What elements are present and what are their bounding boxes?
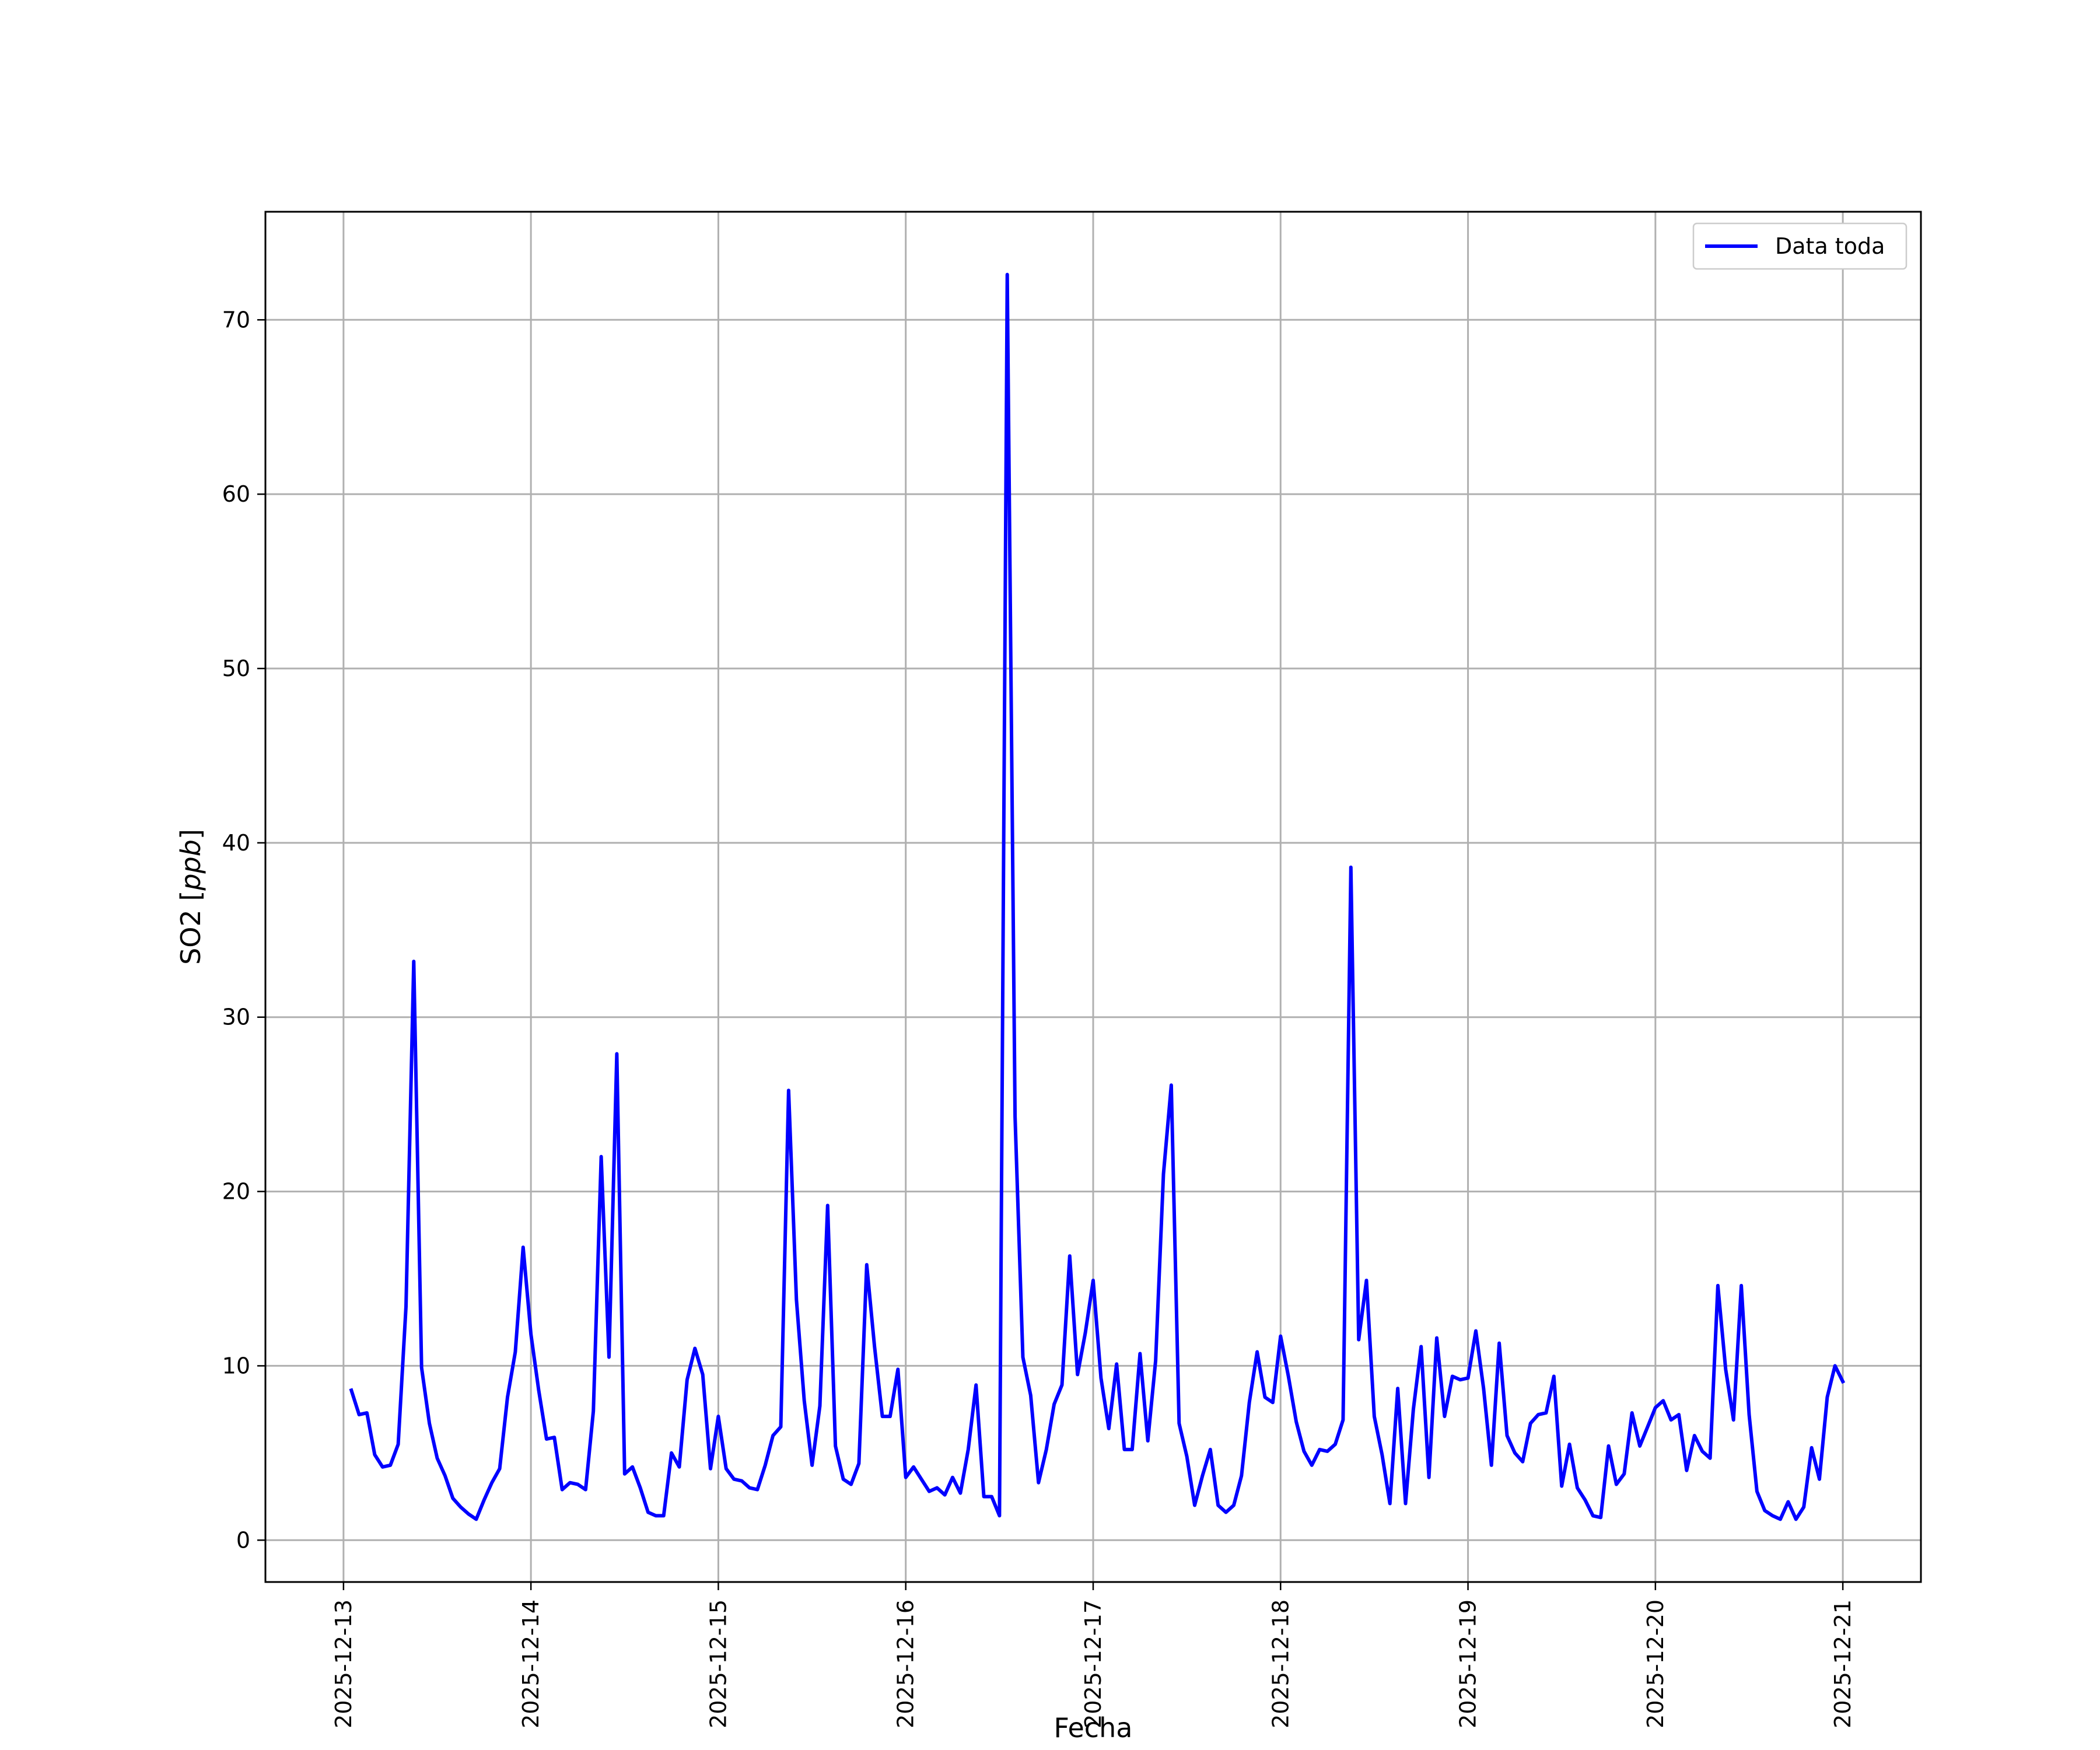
y-tick-label: 10 bbox=[222, 1353, 250, 1378]
y-tick-label: 30 bbox=[222, 1005, 250, 1030]
x-tick-label: 2025-12-14 bbox=[518, 1600, 544, 1728]
x-tick-label: 2025-12-15 bbox=[705, 1600, 731, 1728]
y-axis-ticks: 0 10 20 30 40 50 60 70 bbox=[222, 307, 265, 1553]
y-axis-label: SO2 [ppb] bbox=[175, 829, 206, 965]
legend-box bbox=[1692, 222, 1908, 270]
x-axis-label: Fecha bbox=[1054, 1712, 1133, 1744]
series-line bbox=[349, 272, 1846, 1521]
y-tick-label: 50 bbox=[222, 656, 250, 681]
y-tick-label: 60 bbox=[222, 481, 250, 507]
x-tick-label: 2025-12-13 bbox=[331, 1600, 356, 1728]
y-tick-label: 40 bbox=[222, 830, 250, 856]
y-axis-label-unit: ppb bbox=[175, 839, 206, 891]
x-axis-ticks: 2025-12-13 2025-12-14 2025-12-15 2025-12-16… bbox=[331, 1582, 1856, 1728]
y-axis-label-close: ] bbox=[175, 829, 206, 839]
x-tick-label: 2025-12-19 bbox=[1455, 1600, 1481, 1728]
y-axis-label-main: SO2 [ bbox=[175, 891, 206, 965]
x-tick-label: 2025-12-20 bbox=[1643, 1600, 1668, 1728]
x-tick-label: 2025-12-16 bbox=[893, 1600, 919, 1728]
x-tick-label: 2025-12-17 bbox=[1080, 1600, 1106, 1728]
x-tick-label: 2025-12-18 bbox=[1268, 1600, 1293, 1728]
series-layer bbox=[349, 272, 1846, 1521]
y-tick-label: 20 bbox=[222, 1179, 250, 1205]
y-tick-label: 0 bbox=[236, 1527, 250, 1553]
legend-label: Data toda bbox=[1775, 233, 1885, 259]
y-tick-label: 70 bbox=[222, 307, 250, 332]
grid bbox=[265, 212, 1921, 1582]
x-tick-label: 2025-12-21 bbox=[1830, 1600, 1856, 1728]
legend: Data toda bbox=[1692, 222, 1908, 270]
